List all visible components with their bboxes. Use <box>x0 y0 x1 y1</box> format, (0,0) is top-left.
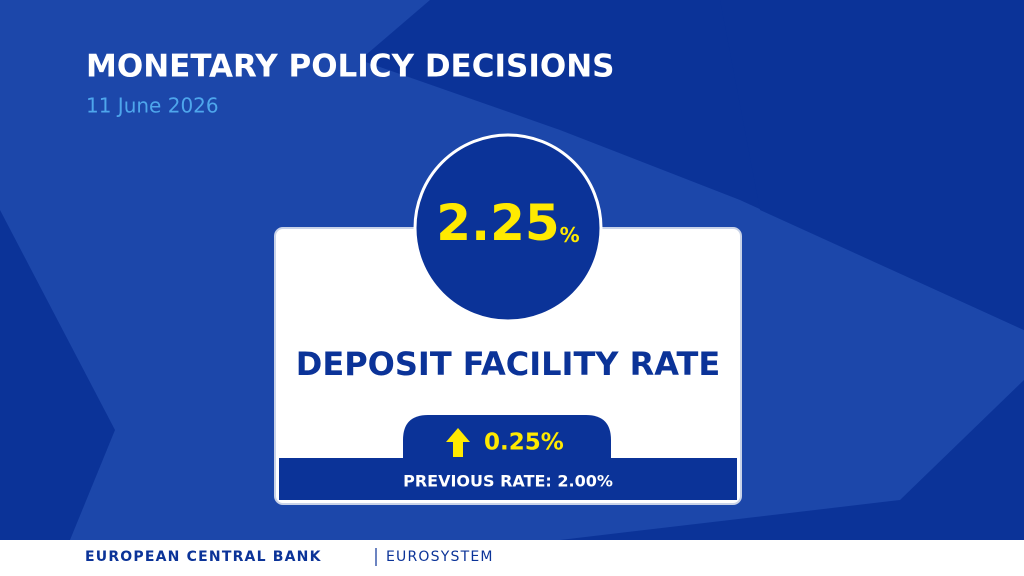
previous-rate: PREVIOUS RATE: 2.00% <box>403 472 613 491</box>
system-name: EUROSYSTEM <box>386 549 494 565</box>
rate-number: 2.25 <box>436 194 559 252</box>
star-shape <box>720 0 1024 330</box>
rate-name: DEPOSIT FACILITY RATE <box>296 345 720 383</box>
rate-unit: % <box>560 223 580 247</box>
rate-circle <box>413 133 603 323</box>
rate-change: 0.25% <box>484 430 564 456</box>
bank-name: EUROPEAN CENTRAL BANK <box>85 549 322 565</box>
footer-band <box>0 540 1024 576</box>
rate-value: 2.25% <box>436 194 579 252</box>
date: 11 June 2026 <box>86 94 219 118</box>
title: MONETARY POLICY DECISIONS <box>86 49 615 85</box>
previous-bar <box>279 458 737 500</box>
up-arrow <box>446 428 470 457</box>
